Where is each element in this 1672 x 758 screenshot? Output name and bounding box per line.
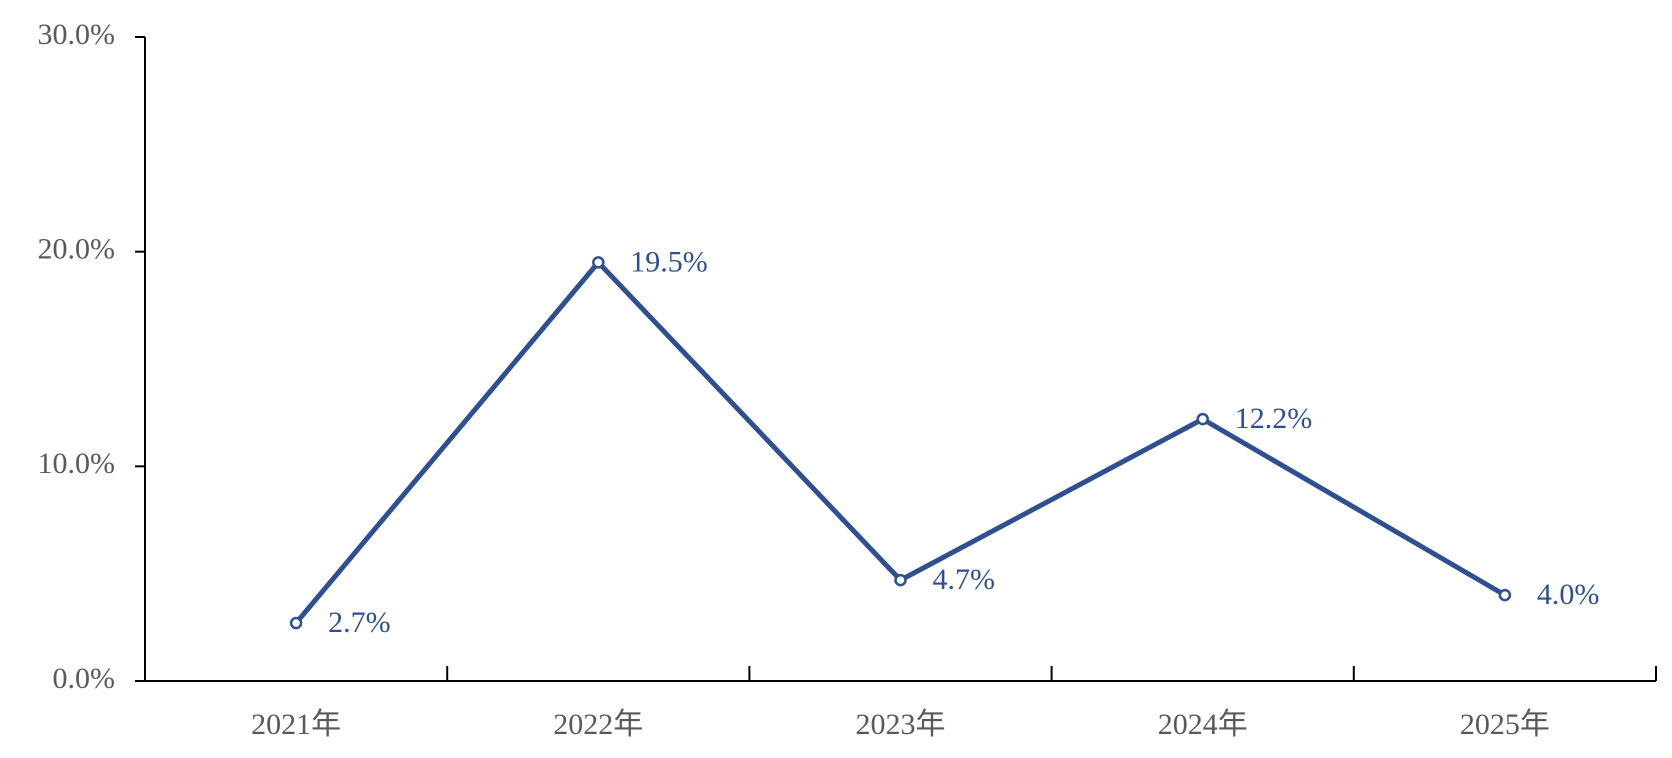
x-tick-label: 2025年 [1460, 708, 1550, 741]
y-tick-label: 0.0% [53, 662, 116, 695]
y-tick-label: 20.0% [38, 233, 116, 266]
x-tick-label: 2022年 [553, 708, 643, 741]
data-point [1196, 412, 1209, 426]
y-tick-label: 10.0% [38, 447, 116, 480]
x-tick-label: 2023年 [856, 708, 946, 741]
data-point [1498, 588, 1512, 602]
x-tick-label: 2024年 [1158, 708, 1248, 741]
data-line [294, 259, 1507, 625]
y-tick-label: 30.0% [38, 18, 116, 51]
data-label: 12.2% [1235, 402, 1313, 435]
data-label: 4.0% [1537, 578, 1600, 611]
data-label: 2.7% [328, 606, 391, 639]
data-label: 19.5% [630, 245, 708, 278]
data-point [592, 256, 605, 269]
x-tick-label: 2021年 [251, 708, 341, 741]
data-point [289, 616, 303, 630]
data-label: 4.7% [933, 563, 996, 596]
data-point [894, 573, 907, 587]
